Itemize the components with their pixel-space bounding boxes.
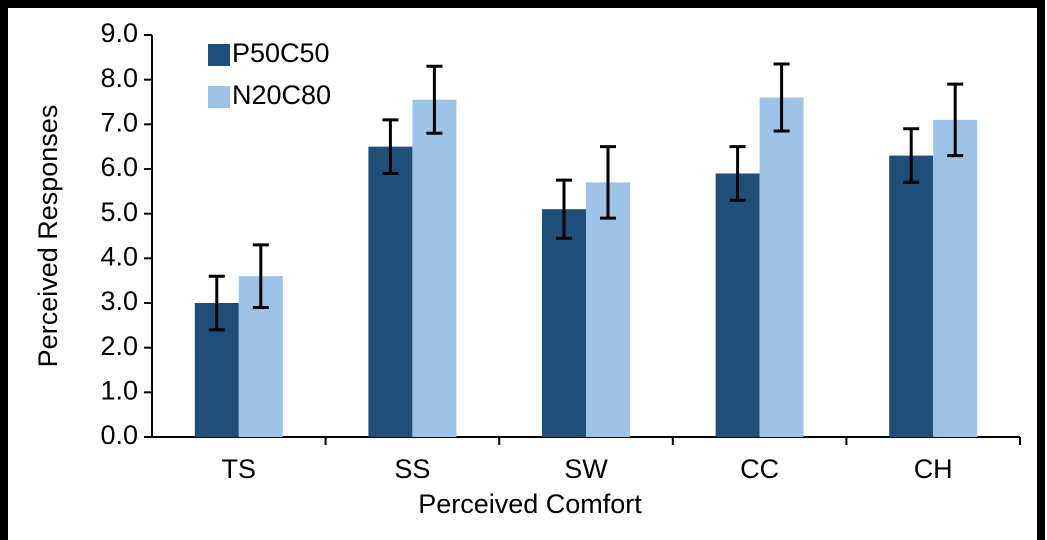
bar — [586, 182, 630, 437]
y-tick-label: 4.0 — [100, 241, 138, 271]
y-tick-label: 6.0 — [100, 152, 138, 182]
error-bar — [947, 82, 964, 158]
x-tick-label: TS — [222, 454, 257, 484]
y-tick-label: 0.0 — [100, 420, 138, 450]
y-tick-label: 1.0 — [100, 375, 138, 405]
x-tick-label: SW — [564, 454, 608, 484]
legend-label: N20C80 — [232, 80, 331, 110]
y-tick-label: 7.0 — [100, 107, 138, 137]
y-axis-title: Perceived Responses — [33, 105, 63, 368]
legend-swatch — [208, 86, 230, 108]
legend-label: P50C50 — [232, 38, 330, 68]
bar — [542, 209, 586, 437]
error-bar — [600, 145, 616, 220]
y-tick-label: 2.0 — [100, 331, 138, 361]
error-bar — [903, 127, 920, 184]
bar — [933, 119, 978, 437]
x-tick-label: CC — [740, 454, 779, 484]
x-tick-label: CH — [914, 454, 953, 484]
x-tick-label: SS — [394, 454, 430, 484]
bar — [368, 146, 413, 437]
y-tick-label: 8.0 — [100, 63, 138, 93]
bar — [889, 155, 934, 437]
bar — [412, 99, 457, 438]
error-bar — [208, 274, 225, 332]
error-bar — [729, 145, 746, 202]
x-axis-title: Perceived Comfort — [418, 489, 642, 519]
legend-swatch — [208, 44, 230, 66]
bar — [759, 97, 804, 438]
error-bar — [426, 64, 443, 135]
y-tick-label: 5.0 — [100, 197, 138, 227]
error-bar — [252, 243, 269, 309]
error-bar — [556, 178, 572, 240]
error-bar — [773, 62, 790, 133]
bar — [715, 173, 760, 437]
y-tick-label: 9.0 — [100, 18, 138, 48]
error-bar — [382, 118, 399, 175]
y-tick-label: 3.0 — [100, 286, 138, 316]
